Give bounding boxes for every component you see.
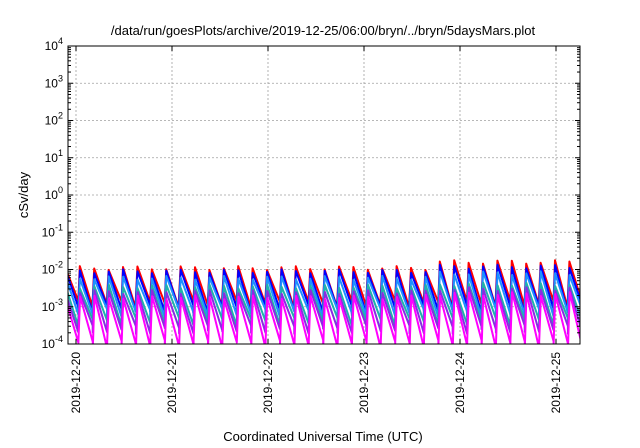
y-tick-label: 102 <box>45 111 63 128</box>
x-tick-label: 2019-12-21 <box>165 352 179 414</box>
y-tick-label: 10-1 <box>42 222 63 239</box>
x-tick-label: 2019-12-20 <box>69 352 83 414</box>
x-tick-label: 2019-12-23 <box>357 352 371 414</box>
x-axis-label: Coordinated Universal Time (UTC) <box>223 429 422 444</box>
y-tick-label: 104 <box>45 36 63 53</box>
y-axis-label: cSv/day <box>16 171 31 218</box>
y-tick-label: 10-3 <box>42 297 63 314</box>
x-tick-label: 2019-12-24 <box>453 352 467 414</box>
y-tick-label: 10-2 <box>42 260 63 277</box>
y-tick-label: 103 <box>45 73 63 90</box>
y-tick-label: 10-4 <box>42 334 63 351</box>
series-line <box>68 291 580 344</box>
y-tick-label: 100 <box>45 185 63 202</box>
axis-ticks: 10-4 10-3 10-2 10-1 100 101 102 103 104 2019-12-2… <box>42 36 580 413</box>
chart-title: /data/run/goesPlots/archive/2019-12-25/0… <box>111 23 536 38</box>
y-tick-label: 101 <box>45 148 63 165</box>
series-layer <box>68 259 580 344</box>
x-tick-label: 2019-12-25 <box>549 352 563 414</box>
x-tick-label: 2019-12-22 <box>261 352 275 414</box>
